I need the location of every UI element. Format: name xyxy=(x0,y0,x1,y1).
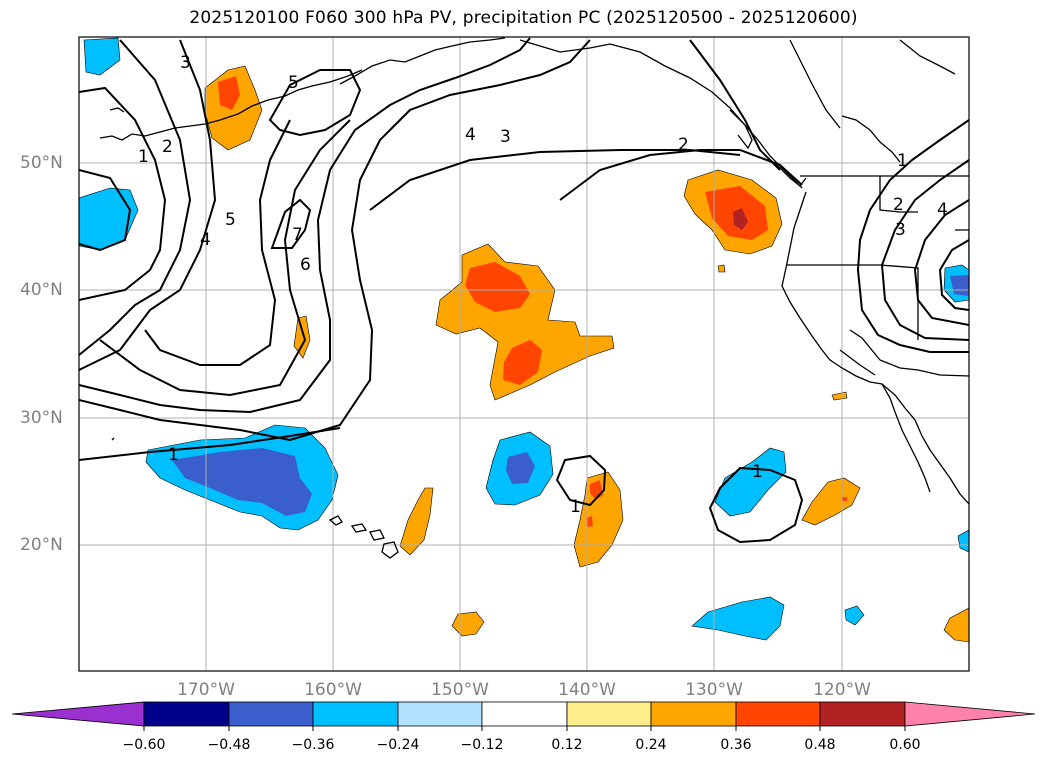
lon-label: 150°W xyxy=(431,680,489,700)
colorbar xyxy=(11,701,1036,731)
lon-label: 140°W xyxy=(558,680,616,700)
contour-label: 2 xyxy=(162,137,173,157)
lat-label: 50°N xyxy=(20,153,63,173)
gridlines xyxy=(79,37,969,671)
contour-label: 1 xyxy=(752,462,763,482)
colorbar-tick-label: 0.24 xyxy=(635,737,667,753)
precip-area xyxy=(293,315,311,359)
colorbar-segment xyxy=(735,701,821,727)
precip-area xyxy=(506,452,535,484)
contour-label: 2 xyxy=(678,135,689,155)
contour-label: 2 xyxy=(893,195,904,215)
precip-area xyxy=(399,487,434,556)
colorbar-segment xyxy=(650,701,737,727)
colorbar-tick-label: −0.12 xyxy=(460,737,504,753)
precip-area xyxy=(79,187,139,251)
colorbar-segment xyxy=(566,701,652,727)
lon-label: 130°W xyxy=(685,680,743,700)
contour-label: 1 xyxy=(168,445,179,465)
precip-area xyxy=(717,264,726,273)
pv-contour-labels: 1 1 2 3 4 5 5 6 7 4 3 2 1 1 2 3 4 1 xyxy=(138,53,948,517)
precip-area xyxy=(733,208,748,230)
contour-label: 5 xyxy=(288,73,299,93)
colorbar-tick-label: −0.60 xyxy=(122,737,166,753)
map-frame xyxy=(78,36,970,672)
colorbar-tick-label: −0.36 xyxy=(291,737,335,753)
precip-area xyxy=(831,391,848,401)
lat-label: 30°N xyxy=(20,408,63,428)
contour-label: 3 xyxy=(895,220,906,240)
precip-area xyxy=(691,596,785,641)
precip-area xyxy=(714,447,787,517)
precip-area xyxy=(573,471,624,568)
colorbar-segment xyxy=(228,701,314,727)
precip-area xyxy=(801,477,861,526)
colorbar-segment xyxy=(481,701,568,727)
precipitation-shading xyxy=(79,37,969,643)
colorbar-tick-label: 0.12 xyxy=(551,737,583,753)
colorbar-tick-label: −0.48 xyxy=(207,737,251,753)
pv-contours xyxy=(79,37,969,544)
lon-label: 170°W xyxy=(177,680,235,700)
colorbar-segment xyxy=(397,701,483,727)
colorbar-tick-label: 0.36 xyxy=(720,737,752,753)
colorbar-segment xyxy=(143,701,230,727)
precip-area xyxy=(172,448,312,516)
contour-label: 4 xyxy=(200,230,211,250)
contour-label: 3 xyxy=(180,53,191,73)
lat-label: 40°N xyxy=(20,280,63,300)
precip-area xyxy=(844,605,865,626)
contour-label: 7 xyxy=(292,225,303,245)
contour-label: 3 xyxy=(500,127,511,147)
colorbar-segment xyxy=(312,701,399,727)
colorbar-tick-label: 0.60 xyxy=(889,737,921,753)
contour-label: 5 xyxy=(225,210,236,230)
contour-label: 1 xyxy=(897,151,908,171)
contour-label: 1 xyxy=(138,147,149,167)
precip-area xyxy=(465,262,530,312)
precip-area xyxy=(950,275,969,296)
map-title: 2025120100 F060 300 hPa PV, precipitatio… xyxy=(189,8,858,28)
colorbar-extend-left xyxy=(11,701,145,727)
contour-label: 4 xyxy=(937,200,948,220)
coastlines xyxy=(99,37,969,559)
colorbar-segment xyxy=(819,701,906,727)
precip-area xyxy=(218,76,240,110)
precip-area xyxy=(451,611,485,637)
precip-area xyxy=(943,607,969,643)
lon-label: 120°W xyxy=(813,680,871,700)
lon-label: 160°W xyxy=(304,680,362,700)
contour-label: 6 xyxy=(300,255,311,275)
precip-area xyxy=(503,340,542,385)
contour-label: 4 xyxy=(465,125,476,145)
precip-area xyxy=(586,516,593,527)
precip-area xyxy=(957,529,969,553)
colorbar-tick-label: 0.48 xyxy=(804,737,836,753)
colorbar-tick-label: −0.24 xyxy=(376,737,420,753)
contour-label: 1 xyxy=(570,497,581,517)
lat-label: 20°N xyxy=(20,535,63,555)
precip-area xyxy=(83,37,121,76)
precip-area xyxy=(842,497,847,501)
colorbar-extend-right xyxy=(904,701,1036,727)
